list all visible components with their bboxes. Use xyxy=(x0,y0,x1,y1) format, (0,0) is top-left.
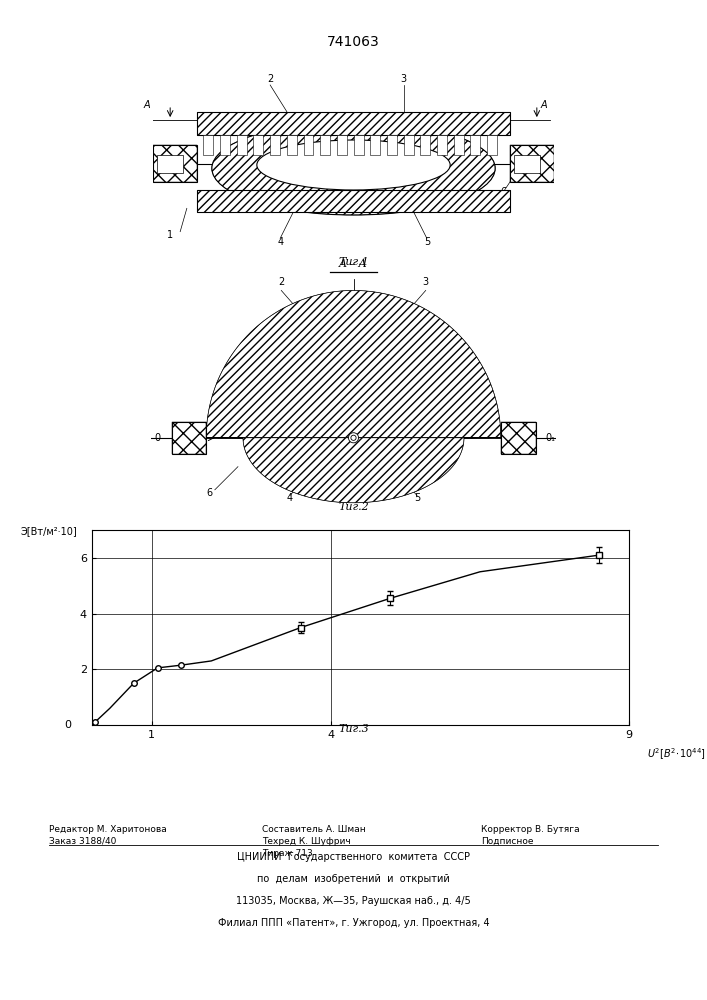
Polygon shape xyxy=(320,405,387,438)
FancyBboxPatch shape xyxy=(354,135,363,155)
Polygon shape xyxy=(255,438,452,496)
Polygon shape xyxy=(274,358,433,438)
FancyBboxPatch shape xyxy=(197,112,510,135)
FancyBboxPatch shape xyxy=(510,145,554,182)
Polygon shape xyxy=(243,438,464,503)
Text: 6: 6 xyxy=(501,187,506,197)
FancyBboxPatch shape xyxy=(453,135,464,155)
Polygon shape xyxy=(218,302,489,438)
FancyBboxPatch shape xyxy=(197,190,510,212)
Text: Τиг.2: Τиг.2 xyxy=(338,502,369,512)
FancyBboxPatch shape xyxy=(220,135,230,155)
Text: 0₁: 0₁ xyxy=(545,433,555,443)
Text: 4: 4 xyxy=(277,237,284,247)
FancyBboxPatch shape xyxy=(370,135,380,155)
FancyBboxPatch shape xyxy=(420,135,430,155)
FancyBboxPatch shape xyxy=(513,155,540,173)
FancyBboxPatch shape xyxy=(437,135,447,155)
FancyBboxPatch shape xyxy=(501,422,535,454)
Y-axis label: Э[Вт/м²·10]: Э[Вт/м²·10] xyxy=(21,526,77,536)
Text: ЦНИИПИ  Государственного  комитета  СССР: ЦНИИПИ Государственного комитета СССР xyxy=(237,852,470,862)
Text: 5: 5 xyxy=(414,493,420,503)
Text: Составитель А. Шман
Техред К. Шуфрич
Тираж 713: Составитель А. Шман Техред К. Шуфрич Тир… xyxy=(262,825,366,858)
Text: A – A: A – A xyxy=(339,259,368,269)
Polygon shape xyxy=(329,438,378,452)
FancyBboxPatch shape xyxy=(254,135,264,155)
FancyBboxPatch shape xyxy=(320,135,330,155)
Text: 5: 5 xyxy=(423,237,430,247)
FancyBboxPatch shape xyxy=(204,135,214,155)
FancyBboxPatch shape xyxy=(303,135,313,155)
Ellipse shape xyxy=(212,122,495,215)
Text: A: A xyxy=(540,100,547,110)
Text: по  делам  изобретений  и  открытий: по делам изобретений и открытий xyxy=(257,874,450,884)
FancyBboxPatch shape xyxy=(287,135,297,155)
Text: Редактор М. Харитонова
Заказ 3188/40: Редактор М. Харитонова Заказ 3188/40 xyxy=(49,825,168,846)
FancyBboxPatch shape xyxy=(237,135,247,155)
FancyBboxPatch shape xyxy=(337,135,347,155)
Text: 4: 4 xyxy=(287,493,293,503)
Polygon shape xyxy=(247,331,460,438)
FancyBboxPatch shape xyxy=(487,135,497,155)
Text: 3: 3 xyxy=(400,74,407,84)
Polygon shape xyxy=(261,345,446,438)
Polygon shape xyxy=(287,371,420,438)
FancyBboxPatch shape xyxy=(157,155,184,173)
Text: 113035, Москва, Ж—35, Раушская наб., д. 4/5: 113035, Москва, Ж—35, Раушская наб., д. … xyxy=(236,896,471,906)
Text: Τиг.3: Τиг.3 xyxy=(338,724,369,734)
Polygon shape xyxy=(310,394,397,438)
Polygon shape xyxy=(305,438,402,467)
Ellipse shape xyxy=(257,140,450,190)
Polygon shape xyxy=(267,438,440,488)
Ellipse shape xyxy=(349,433,358,443)
Text: 1: 1 xyxy=(167,230,173,240)
FancyBboxPatch shape xyxy=(153,145,197,182)
Text: Филиал ППП «Патент», г. Ужгород, ул. Проектная, 4: Филиал ППП «Патент», г. Ужгород, ул. Про… xyxy=(218,918,489,928)
FancyBboxPatch shape xyxy=(470,135,480,155)
Text: 6: 6 xyxy=(206,488,212,498)
FancyBboxPatch shape xyxy=(270,135,280,155)
Text: Корректор В. Бутяга
Подписное: Корректор В. Бутяга Подписное xyxy=(481,825,579,846)
Polygon shape xyxy=(206,290,501,438)
Polygon shape xyxy=(330,415,377,438)
Polygon shape xyxy=(317,438,390,459)
FancyBboxPatch shape xyxy=(172,422,206,454)
Text: 741063: 741063 xyxy=(327,35,380,49)
Polygon shape xyxy=(341,438,366,445)
Polygon shape xyxy=(280,438,427,481)
Polygon shape xyxy=(232,316,475,438)
Ellipse shape xyxy=(351,435,356,440)
Text: A: A xyxy=(144,100,150,110)
Polygon shape xyxy=(292,438,415,474)
Polygon shape xyxy=(346,431,361,438)
Text: 0: 0 xyxy=(154,433,160,443)
Polygon shape xyxy=(339,423,368,438)
Text: $U^2[B^2\!\cdot\!10^{44}]$: $U^2[B^2\!\cdot\!10^{44}]$ xyxy=(647,746,706,762)
FancyBboxPatch shape xyxy=(404,135,414,155)
Text: 2: 2 xyxy=(267,74,274,84)
Text: 3: 3 xyxy=(423,277,428,287)
Text: 2: 2 xyxy=(278,277,284,287)
Text: 0: 0 xyxy=(64,720,71,730)
FancyBboxPatch shape xyxy=(387,135,397,155)
Polygon shape xyxy=(298,383,409,438)
Text: Τиг.1: Τиг.1 xyxy=(338,257,369,267)
